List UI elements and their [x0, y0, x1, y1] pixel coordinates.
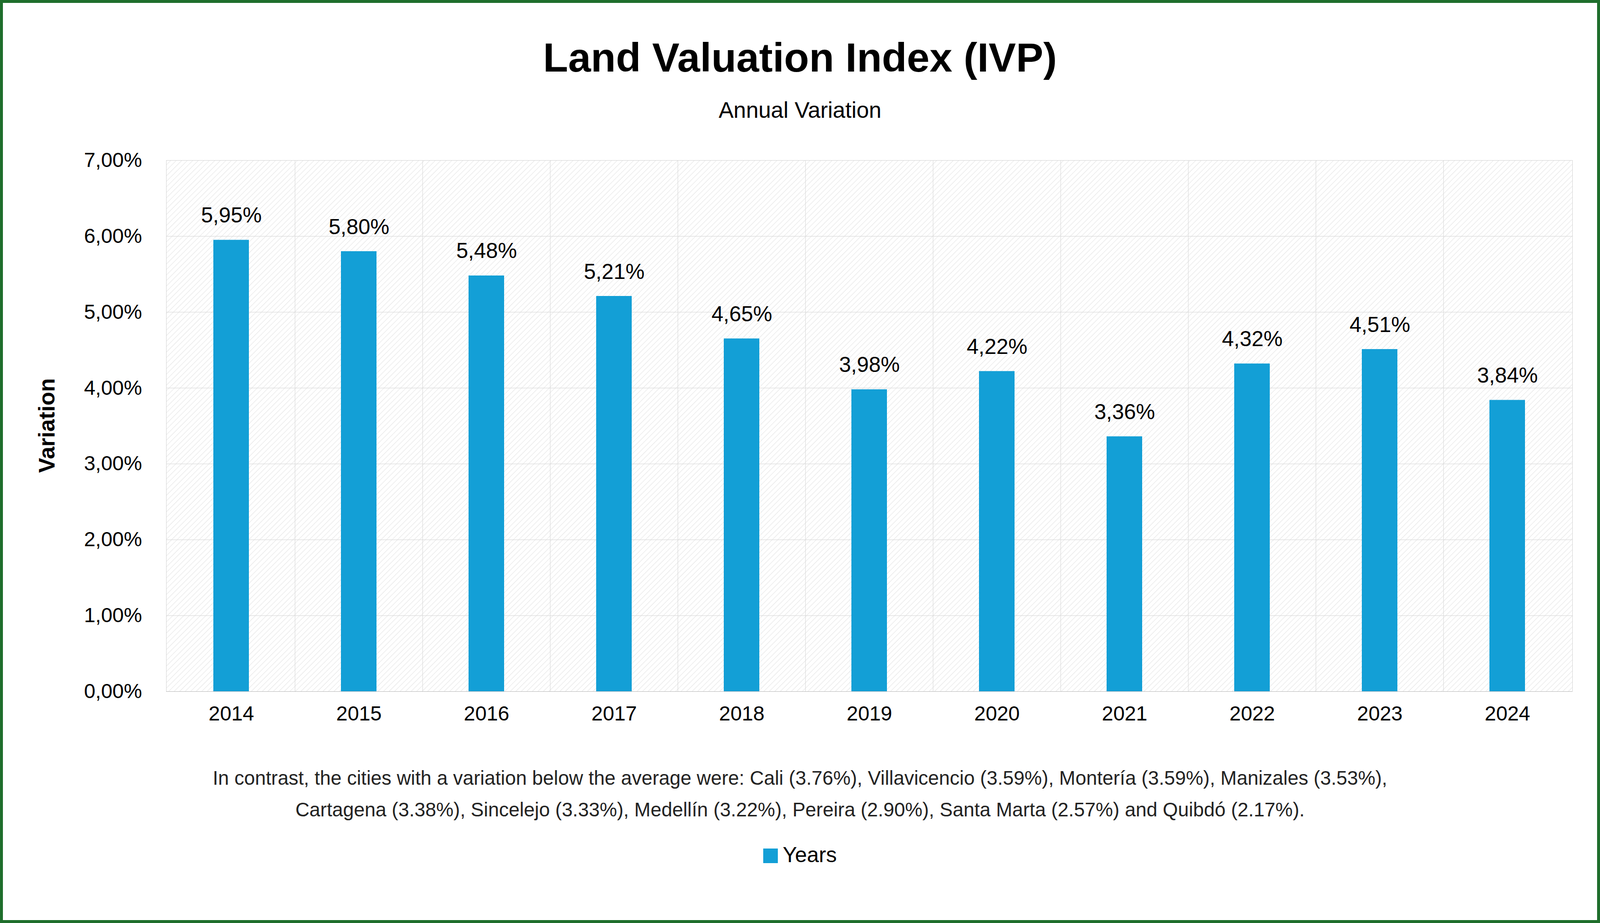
svg-text:5,95%: 5,95% [201, 203, 263, 227]
svg-text:3,36%: 3,36% [1094, 399, 1156, 424]
svg-text:4,00%: 4,00% [83, 376, 142, 400]
svg-text:2018: 2018 [718, 702, 765, 726]
svg-text:2015: 2015 [336, 702, 382, 726]
svg-text:2019: 2019 [846, 702, 892, 726]
svg-text:2016: 2016 [463, 702, 509, 726]
svg-text:4,32%: 4,32% [1222, 326, 1283, 351]
svg-text:2024: 2024 [1484, 702, 1530, 726]
svg-text:1,00%: 1,00% [83, 603, 142, 627]
html-text:Land Valuation Index (IVP): Land Valuation Index (IVP) [543, 34, 1057, 81]
svg-text:0,00%: 0,00% [83, 679, 142, 703]
svg-text:5,00%: 5,00% [83, 300, 142, 324]
svg-text:2023: 2023 [1356, 702, 1403, 726]
svg-text:4,51%: 4,51% [1349, 312, 1411, 337]
svg-text:6,00%: 6,00% [83, 224, 142, 248]
svg-text:3,84%: 3,84% [1477, 363, 1539, 388]
svg-text:3,98%: 3,98% [839, 352, 901, 377]
html-text:Annual Variation: Annual Variation [718, 97, 882, 123]
svg-text:2,00%: 2,00% [83, 527, 142, 551]
svg-text:5,48%: 5,48% [456, 238, 518, 263]
svg-text:4,22%: 4,22% [966, 334, 1028, 359]
svg-text:2017: 2017 [591, 702, 637, 726]
svg-text:2020: 2020 [974, 702, 1020, 726]
svg-text:5,80%: 5,80% [328, 214, 390, 239]
svg-text:7,00%: 7,00% [83, 148, 142, 172]
svg-text:2014: 2014 [208, 702, 254, 726]
svg-text:2021: 2021 [1101, 702, 1148, 726]
svg-text:4,65%: 4,65% [711, 301, 773, 326]
svg-text:5,21%: 5,21% [583, 259, 645, 284]
svg-text:3,00%: 3,00% [83, 451, 142, 475]
svg-text:2022: 2022 [1229, 702, 1275, 726]
html-text:Variation: Variation [34, 378, 60, 473]
html-text:In contrast, the cities with a: In contrast, the cities with a variation… [212, 767, 1388, 821]
html-text:Years: Years [782, 843, 837, 867]
